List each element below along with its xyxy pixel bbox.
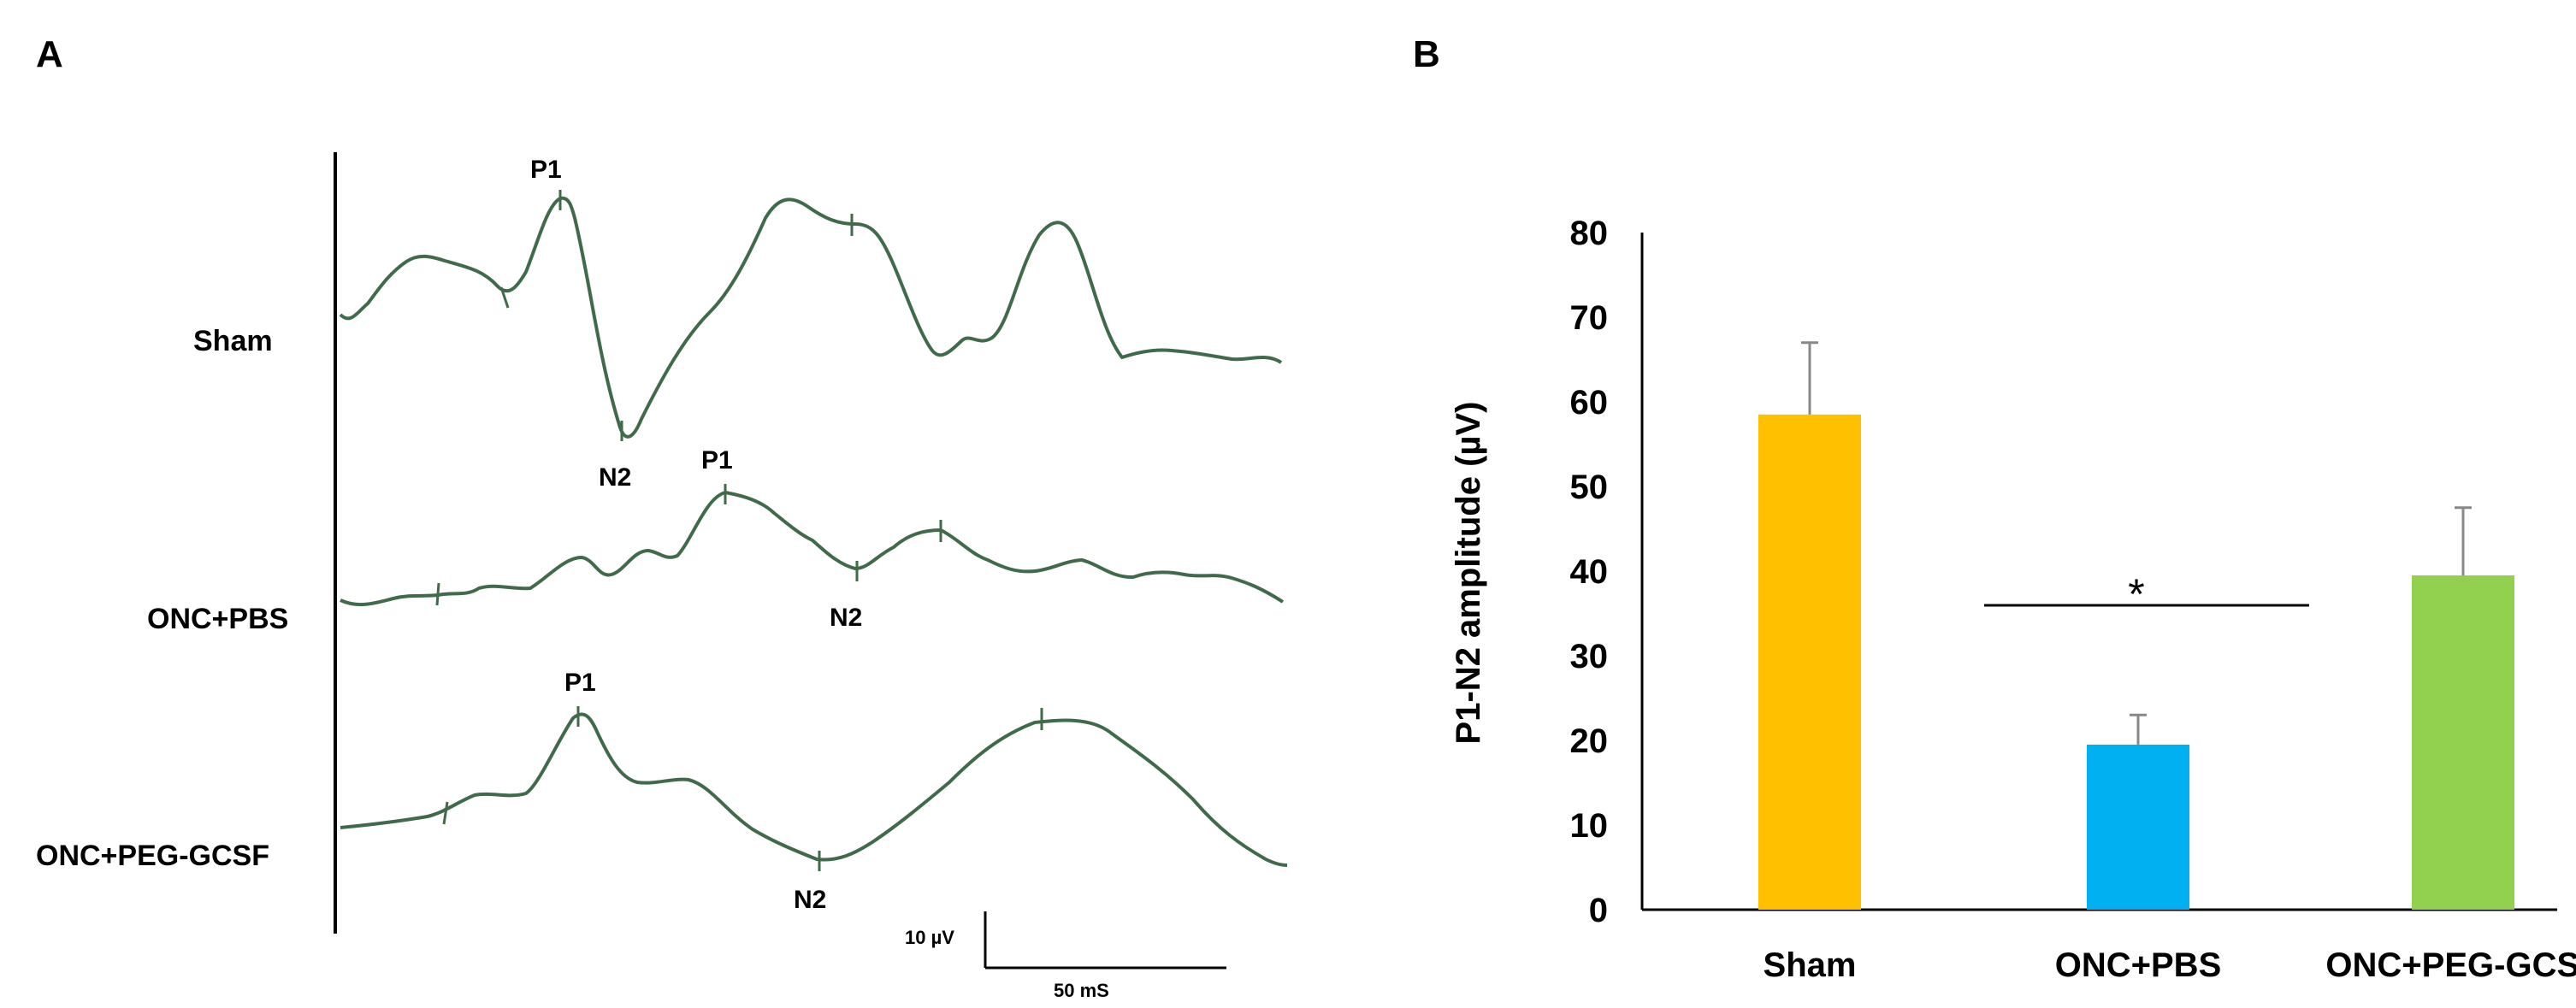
bar-onc-peg-gcsf (2412, 575, 2514, 910)
y-tick-label-20: 20 (1570, 722, 1609, 760)
category-label-onc-peg-gcsf: ONC+PEG-GCSF (2325, 946, 2576, 984)
scale-bar-amplitude-label: 10 µV (905, 927, 954, 948)
category-label-sham: Sham (1764, 946, 1857, 984)
panel-b: B P1-N2 amplitude (µV) 0 10 20 30 40 50 60 70 80… (1413, 33, 2576, 984)
trace-label-onc-pbs: ONC+PBS (147, 603, 288, 635)
sham-marker-onset (499, 286, 510, 309)
error-bars (1801, 341, 2472, 745)
category-label-onc-pbs: ONC+PBS (2055, 946, 2222, 984)
onc-peg-gcsf-marker-onset (442, 801, 449, 825)
y-tick-label-10: 10 (1570, 807, 1609, 845)
significance-annotation: * (1984, 570, 2309, 618)
y-tick-label-50: 50 (1570, 469, 1609, 506)
y-tick-label-30: 30 (1570, 638, 1609, 675)
onc-peg-gcsf-n2-label: N2 (794, 886, 826, 914)
sham-n2-label: N2 (599, 463, 631, 492)
y-tick-label-70: 70 (1570, 299, 1609, 337)
bars (1758, 414, 2514, 911)
bar-chart: P1-N2 amplitude (µV) 0 10 20 30 40 50 60 70 80 S… (1450, 215, 2576, 984)
panel-a-letter: A (36, 33, 63, 75)
y-tick-label-40: 40 (1570, 553, 1609, 591)
y-tick-label-80: 80 (1570, 215, 1609, 252)
bar-onc-pbs (2087, 744, 2189, 910)
onc-pbs-vep-trace (340, 491, 1285, 607)
onc-peg-gcsf-p1-label: P1 (564, 669, 596, 697)
onc-peg-gcsf-vep-trace (340, 712, 1288, 867)
category-labels: Sham ONC+PBS ONC+PEG-GCSF (1764, 946, 2576, 984)
y-axis-title: P1-N2 amplitude (µV) (1450, 402, 1487, 745)
panel-a: A Sham ONC+PBS ONC+PEG-GCSF P1 N2 P1 N2 … (36, 33, 1288, 1001)
panel-b-letter: B (1413, 33, 1440, 75)
trace-label-sham: Sham (193, 325, 273, 357)
y-tick-labels: 0 10 20 30 40 50 60 70 80 (1570, 215, 1609, 929)
significance-asterisk: * (2128, 570, 2144, 618)
sham-p1-label: P1 (530, 156, 562, 184)
scale-bar-time-label: 50 mS (1054, 980, 1109, 1001)
onc-pbs-marker-onset (435, 582, 440, 606)
trace-label-onc-peg-gcsf: ONC+PEG-GCSF (36, 840, 269, 872)
sham-vep-trace (339, 196, 1283, 439)
onc-pbs-n2-label: N2 (830, 604, 862, 632)
bar-sham (1758, 414, 1861, 911)
y-tick-label-60: 60 (1570, 384, 1609, 421)
y-tick-label-0: 0 (1589, 892, 1608, 929)
onc-pbs-p1-label: P1 (701, 446, 733, 475)
